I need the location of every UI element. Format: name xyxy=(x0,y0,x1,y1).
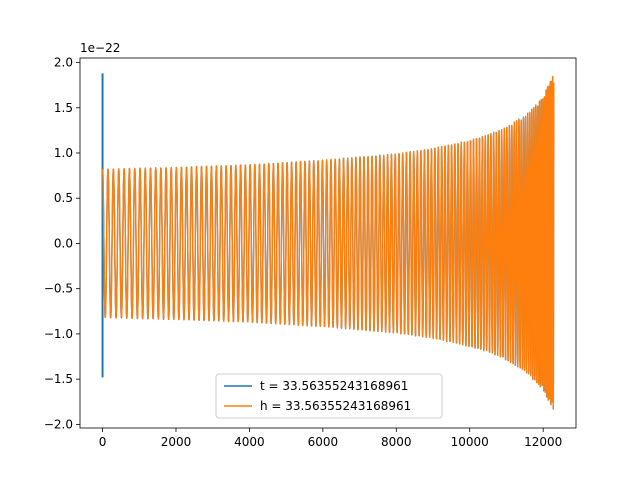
y-tick-label: −1.0 xyxy=(44,327,73,341)
legend-box xyxy=(215,373,443,419)
y-tick-label: 1.5 xyxy=(54,101,73,115)
axes-frame xyxy=(79,57,577,429)
legend: t = 33.56355243168961 h = 33.563552431689… xyxy=(215,373,443,419)
x-tick-label: 10000 xyxy=(451,435,489,449)
y-tick-label: −2.0 xyxy=(44,417,73,431)
x-tick-label: 12000 xyxy=(524,435,562,449)
x-tick-label: 4000 xyxy=(234,435,265,449)
x-tick-label: 2000 xyxy=(161,435,192,449)
y-tick-label: 0.5 xyxy=(54,191,73,205)
y-tick-label: −1.5 xyxy=(44,372,73,386)
y-axis: 2.0 1.5 1.0 0.5 0.0 −0.5 −1.0 −1.5 −2.0 xyxy=(44,56,80,431)
y-tick-label: −0.5 xyxy=(44,282,73,296)
y-tick-label: 1.0 xyxy=(54,146,73,160)
x-axis: 0 2000 4000 6000 8000 10000 12000 xyxy=(99,428,562,449)
y-offset-label: 1e−22 xyxy=(80,41,120,55)
y-tick-label: 0.0 xyxy=(54,236,73,250)
x-tick-label: 0 xyxy=(99,435,107,449)
x-tick-label: 6000 xyxy=(308,435,339,449)
y-tick-label: 2.0 xyxy=(54,56,73,70)
legend-label: t = 33.56355243168961 xyxy=(260,379,408,393)
plot-area xyxy=(101,73,555,410)
x-tick-label: 8000 xyxy=(381,435,412,449)
legend-label: h = 33.56355243168961 xyxy=(260,399,411,413)
series-line-1 xyxy=(101,75,555,410)
